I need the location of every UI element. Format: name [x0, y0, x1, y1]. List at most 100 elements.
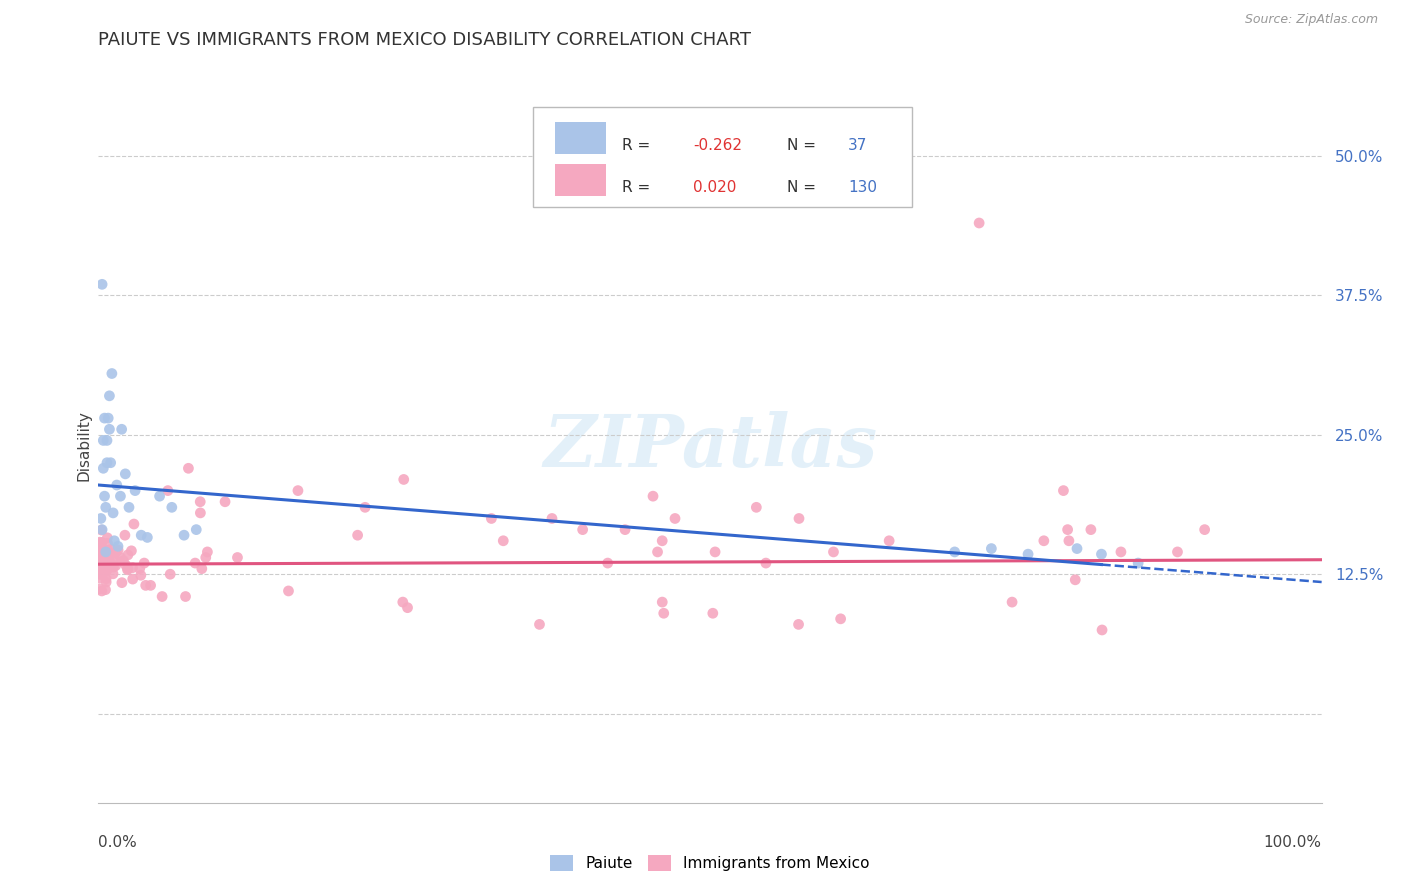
Point	[98, 389, 121, 403]
Point	[90, 557, 112, 571]
Point	[89, 566, 111, 580]
Text: N =: N =	[787, 180, 821, 195]
Point	[651, 595, 673, 609]
Point	[104, 545, 127, 559]
Point	[1194, 523, 1216, 537]
Point	[90, 583, 112, 598]
Point	[188, 494, 211, 508]
Point	[94, 582, 117, 597]
Point	[94, 559, 117, 574]
Point	[226, 550, 249, 565]
Text: R =: R =	[621, 180, 655, 195]
Point	[91, 552, 114, 566]
Point	[174, 590, 197, 604]
Point	[107, 539, 129, 553]
Point	[94, 565, 117, 579]
Point	[89, 582, 111, 596]
FancyBboxPatch shape	[533, 107, 912, 207]
Point	[186, 523, 208, 537]
Point	[121, 572, 143, 586]
Point	[89, 545, 111, 559]
Point	[129, 528, 152, 542]
Point	[149, 489, 172, 503]
Point	[96, 574, 118, 589]
Point	[1128, 556, 1150, 570]
Point	[100, 542, 122, 557]
Point	[745, 500, 768, 515]
Point	[104, 551, 127, 566]
Point	[787, 511, 810, 525]
Point	[122, 516, 145, 531]
Text: R =: R =	[621, 138, 655, 153]
Point	[103, 546, 125, 560]
Point	[184, 556, 207, 570]
Point	[354, 500, 377, 515]
Point	[91, 461, 114, 475]
Point	[89, 535, 111, 549]
Point	[97, 411, 120, 425]
Point	[647, 545, 669, 559]
Point	[614, 523, 637, 537]
Point	[191, 562, 214, 576]
Legend: Paiute, Immigrants from Mexico: Paiute, Immigrants from Mexico	[544, 849, 876, 877]
Point	[96, 434, 118, 448]
Point	[120, 544, 142, 558]
Point	[89, 562, 111, 576]
Text: PAIUTE VS IMMIGRANTS FROM MEXICO DISABILITY CORRELATION CHART: PAIUTE VS IMMIGRANTS FROM MEXICO DISABIL…	[98, 31, 751, 49]
Point	[89, 561, 111, 575]
Point	[596, 556, 619, 570]
Point	[159, 567, 181, 582]
Point	[111, 575, 134, 590]
Point	[105, 478, 128, 492]
Point	[1001, 595, 1024, 609]
Point	[1080, 523, 1102, 537]
Point	[787, 617, 810, 632]
Point	[121, 560, 143, 574]
Point	[156, 483, 179, 498]
Point	[91, 555, 114, 569]
Point	[287, 483, 309, 498]
Point	[101, 506, 124, 520]
Point	[115, 558, 138, 573]
Point	[641, 489, 664, 503]
Point	[89, 542, 111, 557]
Point	[702, 607, 724, 621]
Point	[118, 500, 141, 515]
Text: 130: 130	[848, 180, 877, 195]
Point	[652, 607, 675, 621]
Point	[100, 558, 122, 573]
Point	[1064, 573, 1087, 587]
Point	[651, 533, 673, 548]
Point	[89, 563, 111, 577]
Point	[160, 500, 183, 515]
Text: 0.020: 0.020	[693, 180, 737, 195]
Point	[101, 367, 124, 381]
Text: 0.0%: 0.0%	[98, 836, 138, 850]
Point	[277, 583, 299, 598]
Point	[90, 552, 112, 566]
Point	[1057, 533, 1080, 548]
Point	[134, 556, 156, 570]
Point	[103, 533, 125, 548]
Point	[91, 565, 114, 579]
Point	[755, 556, 778, 570]
Point	[101, 566, 124, 581]
Point	[94, 560, 117, 574]
Point	[91, 523, 114, 537]
Point	[1032, 533, 1054, 548]
Point	[190, 506, 212, 520]
Point	[541, 511, 564, 525]
Text: ZIPatlas: ZIPatlas	[543, 410, 877, 482]
Point	[98, 422, 121, 436]
Point	[97, 557, 120, 571]
Point	[91, 277, 114, 292]
Point	[1091, 623, 1114, 637]
Point	[89, 566, 111, 581]
Point	[96, 562, 118, 576]
Text: 37: 37	[848, 138, 868, 153]
Point	[117, 562, 139, 576]
Point	[90, 555, 112, 569]
Point	[391, 595, 413, 609]
Point	[664, 511, 686, 525]
Point	[112, 554, 135, 568]
